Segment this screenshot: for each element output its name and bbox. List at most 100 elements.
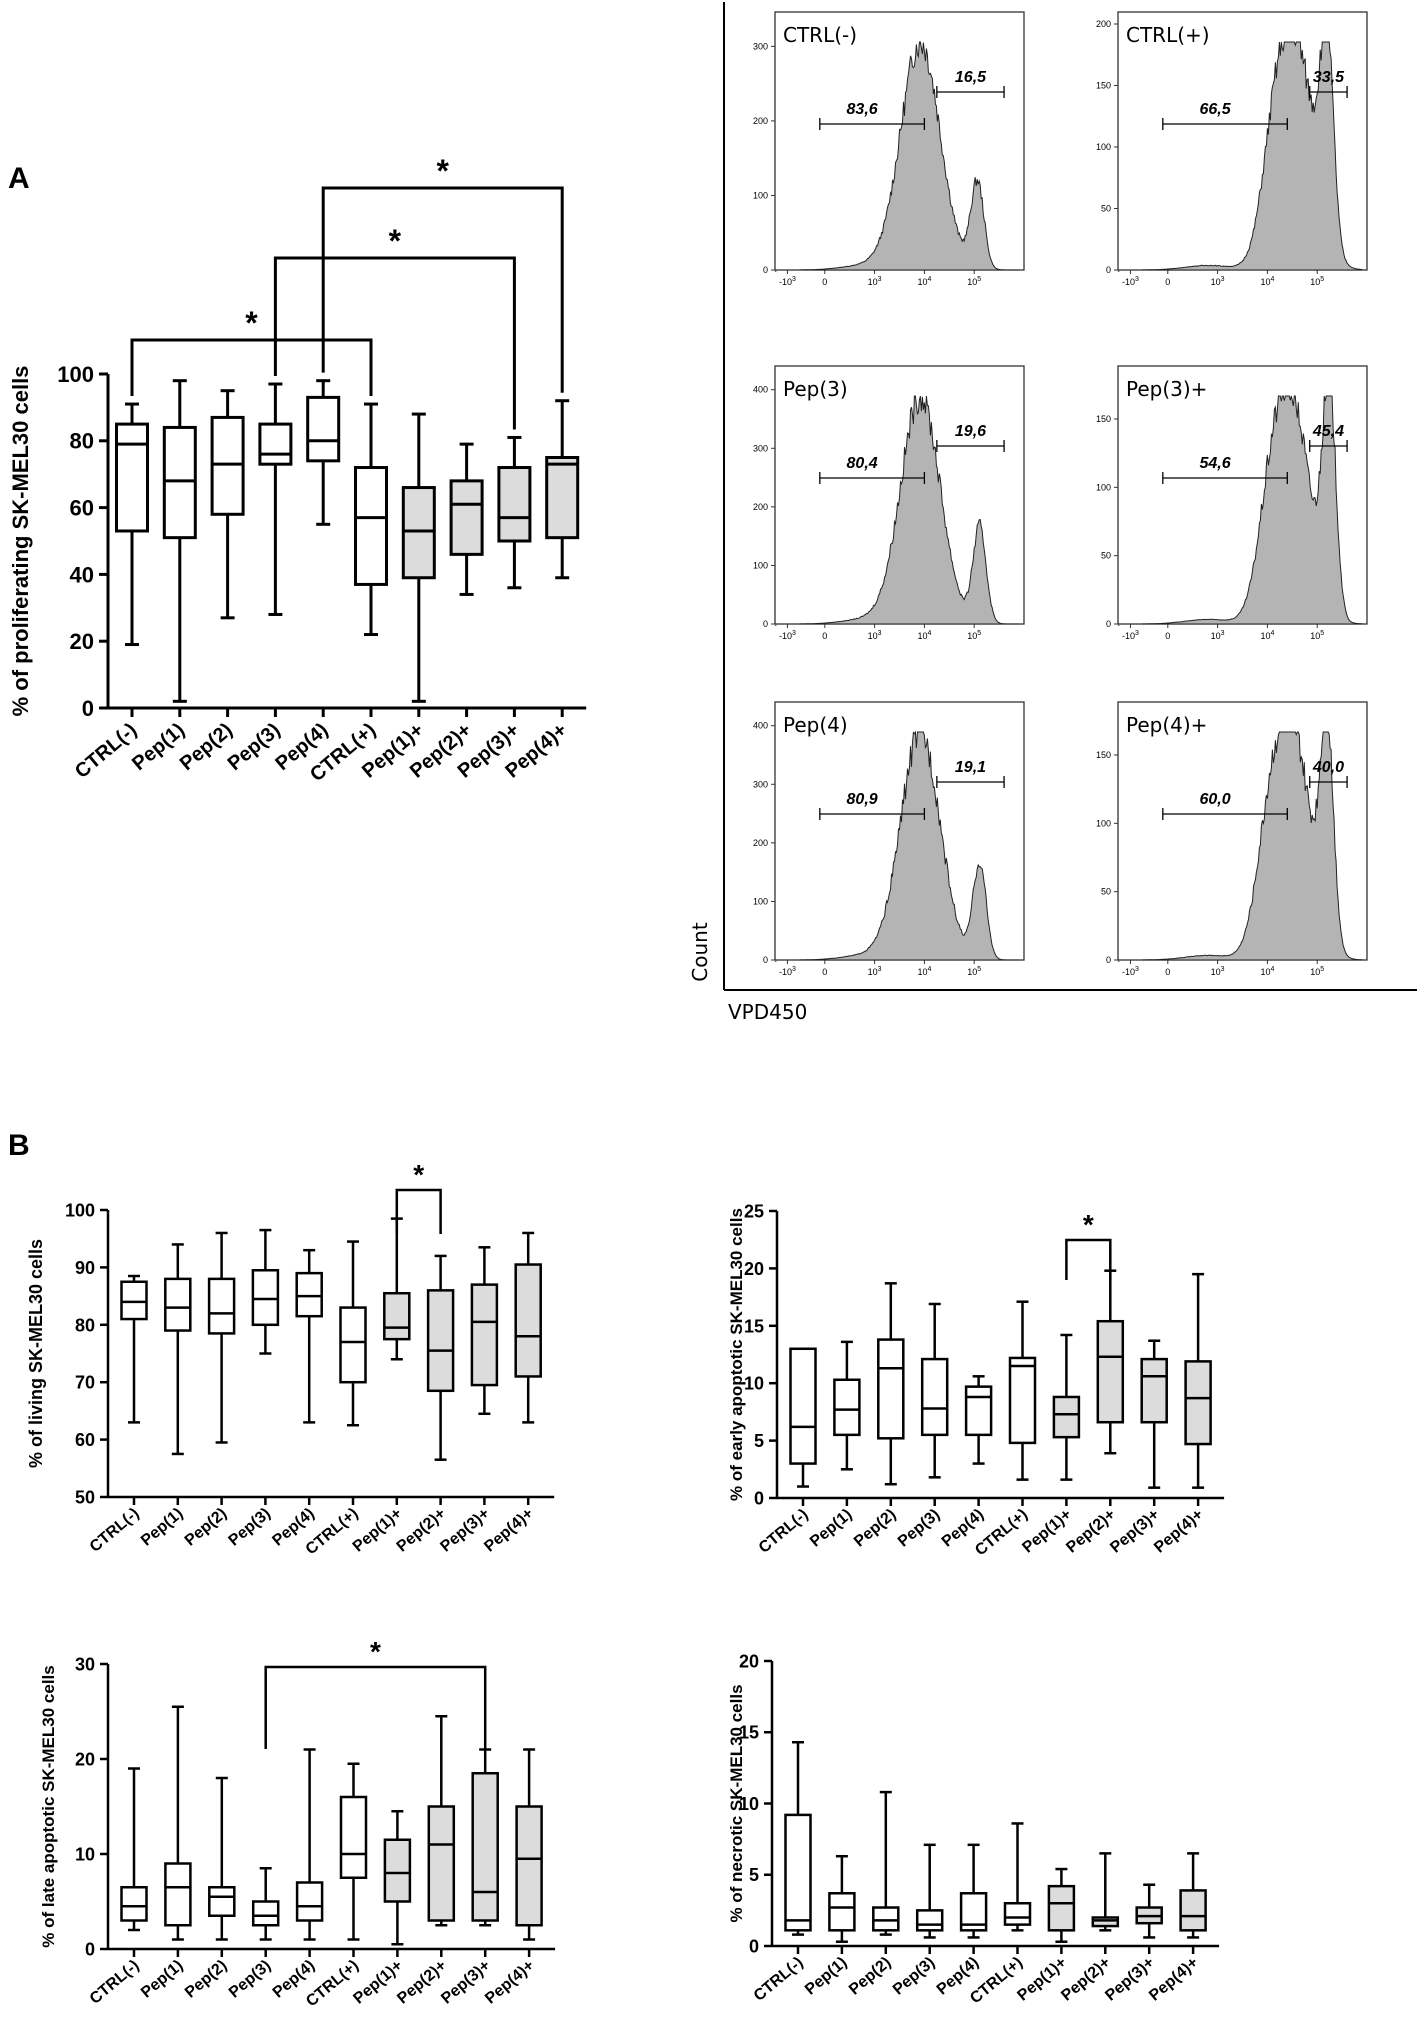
y-tick-label: 20 <box>70 629 94 654</box>
x-category-label: Pep(2) <box>176 719 237 775</box>
flow-x-tick-exponent: 3 <box>878 966 882 973</box>
y-axis-title: % of necrotic SK-MEL30 cells <box>727 1684 746 1922</box>
box <box>426 1289 455 1393</box>
flow-gate-right-value: 16,5 <box>955 69 987 86</box>
flow-panel: 0 100 200 300 400 -103 0 103 104 105 80,4 19,6 Pep(3… <box>753 365 1025 641</box>
flow-x-tick-label: 104 <box>917 276 931 287</box>
flow-gate-right-value: 40,0 <box>1312 759 1344 776</box>
box <box>514 1263 542 1378</box>
flow-x-tick-exponent: 4 <box>1270 630 1274 637</box>
flow-y-tick-label: 100 <box>753 896 768 906</box>
flow-histogram-curve <box>799 41 1020 271</box>
flow-y-tick-label: 0 <box>1106 955 1111 965</box>
flow-x-tick-label: 0 <box>822 631 827 641</box>
box <box>1008 1356 1037 1445</box>
flow-y-tick-label: 300 <box>753 779 768 789</box>
box <box>207 1277 236 1335</box>
box <box>354 466 388 586</box>
box <box>295 1881 324 1922</box>
flow-x-tick-exponent: 3 <box>878 630 882 637</box>
box <box>339 1795 368 1879</box>
y-tick-label: 0 <box>754 1488 764 1508</box>
flow-y-tick-label: 400 <box>753 721 768 731</box>
flow-x-tick-exponent: 3 <box>792 276 796 283</box>
x-category-label: Pep(3) <box>895 1506 943 1550</box>
flow-x-tick-label: 0 <box>1165 967 1170 977</box>
flow-y-tick-label: 200 <box>753 838 768 848</box>
flow-y-tick-label: 150 <box>1096 414 1111 424</box>
flow-y-tick-label: 0 <box>1106 265 1111 275</box>
flow-y-tick-label: 0 <box>1106 619 1111 629</box>
flow-x-tick-label: 104 <box>1260 630 1274 641</box>
flow-y-tick-label: 200 <box>1096 19 1111 29</box>
box <box>427 1805 456 1922</box>
flow-x-tick-exponent: 5 <box>977 966 981 973</box>
flow-x-tick-label: 105 <box>1310 966 1324 977</box>
flow-x-tick-label: 103 <box>1211 276 1225 287</box>
flow-x-tick-exponent: 5 <box>1320 276 1324 283</box>
panel-label-a: A <box>8 162 30 195</box>
y-tick-label: 70 <box>75 1373 95 1393</box>
flow-y-tick-label: 100 <box>753 190 768 200</box>
panel-label-b: B <box>8 1129 30 1162</box>
x-category-label: Pep(4)+ <box>1146 1954 1202 2004</box>
y-tick-label: 100 <box>57 362 94 387</box>
flow-x-tick-label: 0 <box>822 967 827 977</box>
flow-x-tick-exponent: 4 <box>1270 276 1274 283</box>
y-tick-label: 100 <box>65 1200 95 1220</box>
x-category-label: Pep(1) <box>138 1505 186 1549</box>
late-apoptotic-boxplot: 0 10 20 30 % of late apoptotic SK-MEL30 cell… <box>39 1636 556 2010</box>
y-tick-label: 60 <box>75 1430 95 1450</box>
y-tick-label: 10 <box>744 1374 764 1394</box>
x-category-label: Pep(3) <box>224 719 285 775</box>
box <box>295 1271 323 1318</box>
flow-histogram-curve <box>799 730 1020 961</box>
flow-x-tick-label: 103 <box>868 966 882 977</box>
flow-y-tick-label: 100 <box>1096 142 1111 152</box>
box <box>164 1277 192 1332</box>
box <box>1091 1916 1120 1928</box>
flow-y-tick-label: 200 <box>753 116 768 126</box>
flow-panel: 0 100 200 300 -103 0 103 104 105 83,6 16,5 CTRL(-) <box>753 11 1025 287</box>
significance-bracket <box>273 256 516 430</box>
box <box>471 1772 499 1922</box>
flow-x-tick-label: -103 <box>1122 966 1139 977</box>
box <box>120 1280 148 1321</box>
flow-x-tick-label: 103 <box>868 276 882 287</box>
flow-x-tick-label: -103 <box>779 630 796 641</box>
box <box>306 395 341 463</box>
flow-histogram-curve <box>1142 395 1363 625</box>
flow-x-tick-label: 104 <box>917 966 931 977</box>
box <box>833 1378 861 1437</box>
flow-x-tick-label: -103 <box>1122 276 1139 287</box>
flow-gate-left-value: 80,4 <box>847 455 878 472</box>
necrotic-boxplot: 0 5 10 15 20 % of necrotic SK-MEL30 cells CTRL… <box>727 1651 1220 2007</box>
flow-y-tick-label: 150 <box>1096 750 1111 760</box>
flow-x-tick-label: 0 <box>822 277 827 287</box>
x-category-label: Pep(2) <box>182 1505 230 1549</box>
y-axis-title: % of early apoptotic SK-MEL30 cells <box>727 1208 746 1501</box>
x-category-label: Pep(3) <box>226 1957 274 2001</box>
flow-panel-title: Pep(4) <box>783 713 848 737</box>
flow-histogram-curve <box>1142 731 1363 961</box>
box <box>210 415 245 516</box>
flow-y-tick-label: 100 <box>753 560 768 570</box>
flow-x-tick-label: 103 <box>1211 966 1225 977</box>
flow-x-tick-exponent: 5 <box>1320 630 1324 637</box>
flow-x-tick-label: 103 <box>868 630 882 641</box>
box <box>470 1283 499 1387</box>
flow-x-tick-label: 0 <box>1165 277 1170 287</box>
flow-x-tick-label: -103 <box>779 966 796 977</box>
x-category-label: Pep(4)+ <box>1151 1506 1207 1556</box>
flow-x-tick-exponent: 3 <box>1221 276 1225 283</box>
box <box>164 1862 192 1927</box>
box <box>1052 1395 1081 1439</box>
flow-histogram-curve <box>1142 41 1363 271</box>
flow-y-tick-label: 100 <box>1096 818 1111 828</box>
flow-y-tick-label: 300 <box>753 443 768 453</box>
flow-panel: 0 50 100 150 -103 0 103 104 105 54,6 45,4 Pep(3)+ <box>1096 365 1368 641</box>
box <box>1096 1319 1125 1424</box>
flow-y-tick-label: 0 <box>763 619 768 629</box>
significance-star: * <box>245 305 258 341</box>
flow-x-tick-exponent: 5 <box>1320 966 1324 973</box>
